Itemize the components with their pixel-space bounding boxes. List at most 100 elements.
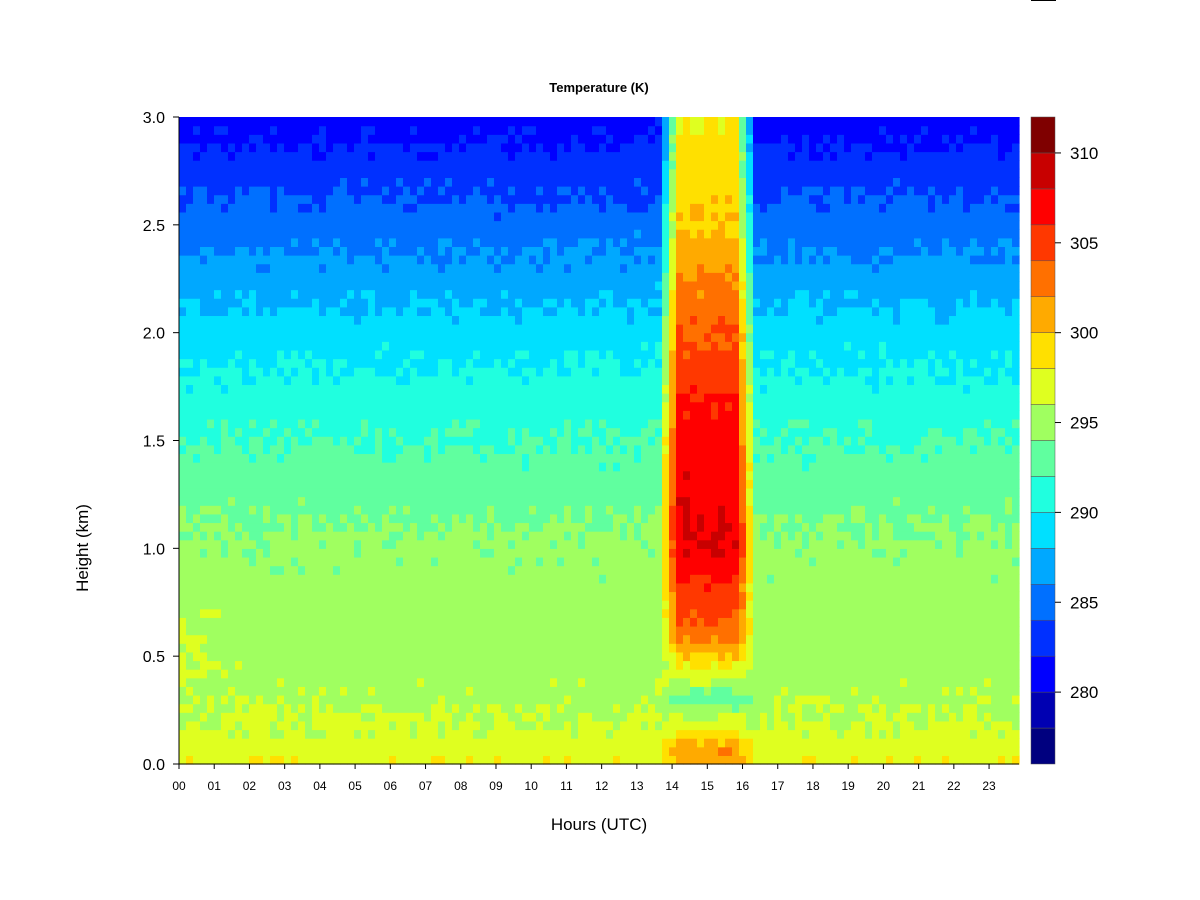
heatmap-cell bbox=[536, 738, 544, 748]
heatmap-cell bbox=[193, 272, 201, 282]
heatmap-cell bbox=[375, 686, 383, 696]
heatmap-cell bbox=[634, 324, 642, 334]
heatmap-cell bbox=[613, 565, 621, 575]
heatmap-cell bbox=[347, 298, 355, 308]
heatmap-cell bbox=[410, 358, 418, 368]
heatmap-cell bbox=[543, 272, 551, 282]
heatmap-cell bbox=[375, 522, 383, 532]
heatmap-cell bbox=[249, 686, 257, 696]
heatmap-cell bbox=[277, 703, 285, 713]
heatmap-cell bbox=[445, 263, 453, 273]
heatmap-cell bbox=[459, 608, 467, 618]
heatmap-cell bbox=[389, 703, 397, 713]
heatmap-cell bbox=[235, 453, 243, 463]
heatmap-cell bbox=[403, 384, 411, 394]
heatmap-cell bbox=[389, 565, 397, 575]
heatmap-cell bbox=[557, 436, 565, 446]
heatmap-cell bbox=[333, 556, 341, 567]
heatmap-cell bbox=[592, 410, 600, 420]
heatmap-cell bbox=[312, 694, 320, 705]
heatmap-cell bbox=[403, 462, 411, 472]
heatmap-cell bbox=[291, 142, 299, 153]
heatmap-cell bbox=[620, 315, 628, 325]
heatmap-cell bbox=[578, 738, 586, 748]
heatmap-cell bbox=[571, 418, 579, 429]
heatmap-cell bbox=[417, 298, 425, 308]
heatmap-cell bbox=[536, 393, 544, 403]
heatmap-cell bbox=[319, 591, 327, 601]
heatmap-cell bbox=[319, 367, 327, 377]
heatmap-cell bbox=[494, 246, 502, 256]
heatmap-cell bbox=[193, 677, 201, 687]
heatmap-cell bbox=[312, 600, 320, 610]
heatmap-cell bbox=[333, 393, 341, 403]
heatmap-cell bbox=[515, 582, 523, 593]
heatmap-cell bbox=[256, 246, 264, 256]
heatmap-cell bbox=[319, 444, 327, 455]
heatmap-cell bbox=[242, 634, 250, 644]
heatmap-cell bbox=[375, 548, 383, 558]
heatmap-cell bbox=[291, 384, 299, 394]
heatmap-cell bbox=[536, 263, 544, 273]
heatmap-cell bbox=[620, 306, 628, 317]
heatmap-cell bbox=[207, 565, 215, 575]
heatmap-cell bbox=[445, 574, 453, 584]
heatmap-cell bbox=[431, 487, 439, 498]
heatmap-cell bbox=[256, 651, 264, 662]
heatmap-cell bbox=[200, 246, 208, 256]
heatmap-cell bbox=[242, 289, 250, 299]
heatmap-cell bbox=[326, 160, 334, 170]
heatmap-cell bbox=[298, 410, 306, 420]
heatmap-cell bbox=[396, 134, 404, 144]
heatmap-cell bbox=[298, 660, 306, 670]
heatmap-cell bbox=[634, 280, 642, 291]
heatmap-cell bbox=[396, 746, 404, 756]
heatmap-cell bbox=[487, 160, 495, 170]
heatmap-cell bbox=[641, 746, 649, 756]
heatmap-cell bbox=[543, 565, 551, 575]
heatmap-cell bbox=[326, 367, 334, 377]
heatmap-cell bbox=[207, 487, 215, 498]
heatmap-cell bbox=[501, 496, 509, 506]
heatmap-cell bbox=[445, 453, 453, 463]
heatmap-cell bbox=[543, 548, 551, 558]
heatmap-cell bbox=[564, 418, 572, 429]
heatmap-cell bbox=[452, 324, 460, 334]
heatmap-cell bbox=[298, 738, 306, 748]
heatmap-cell bbox=[403, 444, 411, 455]
heatmap-cell bbox=[186, 393, 194, 403]
heatmap-cell bbox=[340, 625, 348, 636]
heatmap-cell bbox=[522, 729, 530, 739]
heatmap-cell bbox=[249, 203, 257, 213]
heatmap-cell bbox=[403, 142, 411, 153]
heatmap-cell bbox=[354, 677, 362, 687]
heatmap-cell bbox=[340, 186, 348, 196]
heatmap-cell bbox=[375, 117, 383, 127]
heatmap-cell bbox=[529, 237, 537, 247]
heatmap-cell bbox=[501, 505, 509, 515]
heatmap-cell bbox=[361, 634, 369, 644]
heatmap-cell bbox=[508, 332, 516, 342]
heatmap-cell bbox=[354, 738, 362, 748]
heatmap-cell bbox=[214, 643, 222, 653]
heatmap-cell bbox=[277, 608, 285, 618]
heatmap-cell bbox=[459, 444, 467, 455]
heatmap-cell bbox=[361, 384, 369, 394]
heatmap-cell bbox=[634, 177, 642, 187]
heatmap-cell bbox=[298, 686, 306, 696]
heatmap-cell bbox=[298, 324, 306, 334]
heatmap-cell bbox=[333, 211, 341, 222]
heatmap-cell bbox=[424, 444, 432, 455]
heatmap-cell bbox=[403, 453, 411, 463]
heatmap-cell bbox=[242, 625, 250, 636]
heatmap-cell bbox=[599, 720, 607, 731]
heatmap-cell bbox=[242, 453, 250, 463]
heatmap-cell bbox=[424, 574, 432, 584]
heatmap-cell bbox=[242, 651, 250, 662]
heatmap-cell bbox=[235, 462, 243, 472]
heatmap-cell bbox=[389, 694, 397, 705]
heatmap-cell bbox=[585, 410, 593, 420]
heatmap-cell bbox=[550, 341, 558, 351]
heatmap-cell bbox=[445, 237, 453, 247]
heatmap-cell bbox=[340, 393, 348, 403]
